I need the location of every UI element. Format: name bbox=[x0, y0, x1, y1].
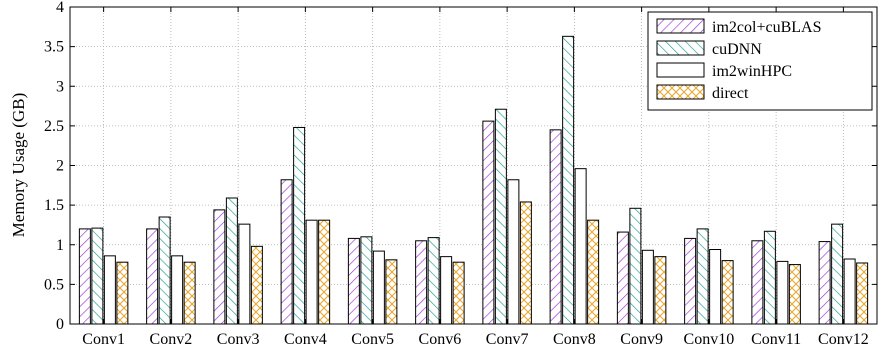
bar-im2col-cublas-conv10 bbox=[684, 237, 697, 325]
bar-cudnn-conv12 bbox=[831, 223, 844, 325]
bar-im2winhpc-conv4 bbox=[305, 219, 318, 325]
bar-im2col-cublas-conv4 bbox=[280, 179, 293, 325]
bar-im2winhpc-conv10 bbox=[709, 249, 722, 325]
x-tick-label: Conv1 bbox=[82, 331, 125, 348]
y-tick-label: 2.5 bbox=[44, 118, 64, 135]
bar-direct-conv1 bbox=[116, 261, 129, 325]
bar-im2col-cublas-conv8 bbox=[549, 129, 562, 325]
legend-swatch bbox=[656, 40, 705, 56]
bar-im2winhpc-conv12 bbox=[843, 258, 856, 325]
bar-direct-conv10 bbox=[721, 260, 734, 325]
x-tick-label: Conv2 bbox=[150, 331, 193, 348]
bar-im2winhpc-conv5 bbox=[372, 250, 385, 325]
legend-label: im2col+cuBLAS bbox=[712, 19, 821, 36]
bar-im2col-cublas-conv7 bbox=[482, 120, 495, 325]
bar-direct-conv6 bbox=[452, 261, 465, 325]
bar-im2col-cublas-conv2 bbox=[146, 228, 159, 325]
legend-swatch bbox=[656, 62, 705, 78]
bar-direct-conv3 bbox=[250, 245, 263, 325]
legend-swatch bbox=[656, 84, 705, 100]
x-tick-label: Conv10 bbox=[684, 331, 735, 348]
bar-cudnn-conv2 bbox=[158, 216, 171, 325]
bar-cudnn-conv8 bbox=[562, 35, 575, 325]
bar-im2winhpc-conv11 bbox=[776, 260, 789, 325]
x-tick-label: Conv11 bbox=[751, 331, 801, 348]
bar-im2winhpc-conv8 bbox=[574, 168, 587, 325]
bar-cudnn-conv9 bbox=[629, 207, 642, 325]
bar-im2winhpc-conv3 bbox=[238, 223, 251, 325]
bar-direct-conv8 bbox=[587, 219, 600, 325]
y-tick-label: 4 bbox=[56, 0, 64, 16]
x-tick-label: Conv3 bbox=[217, 331, 260, 348]
y-axis-ticks: 0 0.5 1 1.5 2 2.5 3 3.5 4 bbox=[44, 0, 877, 333]
bar-im2col-cublas-conv11 bbox=[751, 240, 764, 325]
bar-direct-conv5 bbox=[385, 259, 398, 325]
x-tick-label: Conv4 bbox=[284, 331, 327, 348]
bar-cudnn-conv1 bbox=[91, 227, 104, 325]
x-tick-label: Conv9 bbox=[620, 331, 663, 348]
bar-cudnn-conv5 bbox=[360, 236, 373, 325]
x-tick-label: Conv6 bbox=[419, 331, 462, 348]
bar-cudnn-conv4 bbox=[293, 126, 306, 325]
legend-label: cuDNN bbox=[712, 41, 762, 58]
y-tick-label: 3.5 bbox=[44, 39, 64, 56]
bar-direct-conv12 bbox=[856, 262, 869, 325]
bar-im2col-cublas-conv6 bbox=[415, 240, 428, 325]
bar-cudnn-conv7 bbox=[494, 108, 507, 325]
x-tick-label: Conv12 bbox=[818, 331, 869, 348]
bar-cudnn-conv11 bbox=[763, 230, 776, 325]
bar-im2winhpc-conv7 bbox=[507, 179, 520, 325]
bar-direct-conv11 bbox=[788, 264, 801, 325]
legend: im2col+cuBLAS cuDNN im2winHPC direct bbox=[647, 11, 873, 111]
y-tick-label: 1 bbox=[56, 237, 64, 254]
bar-im2winhpc-conv6 bbox=[440, 256, 453, 325]
bar-direct-conv4 bbox=[318, 219, 331, 325]
bar-im2col-cublas-conv3 bbox=[213, 209, 226, 325]
legend-label: im2winHPC bbox=[712, 63, 792, 80]
y-tick-label: 0 bbox=[56, 316, 64, 333]
bar-im2winhpc-conv1 bbox=[103, 255, 116, 325]
bar-direct-conv9 bbox=[654, 256, 667, 325]
y-tick-label: 0.5 bbox=[44, 276, 64, 293]
bar-im2col-cublas-conv5 bbox=[347, 237, 360, 325]
bar-cudnn-conv3 bbox=[225, 197, 238, 325]
bar-im2col-cublas-conv12 bbox=[818, 241, 831, 325]
bar-im2winhpc-conv2 bbox=[171, 255, 184, 325]
legend-swatch bbox=[656, 18, 705, 34]
x-tick-label: Conv5 bbox=[351, 331, 394, 348]
y-tick-label: 2 bbox=[56, 158, 64, 175]
x-tick-label: Conv8 bbox=[553, 331, 596, 348]
y-tick-label: 1.5 bbox=[44, 197, 64, 214]
bar-direct-conv7 bbox=[519, 201, 532, 325]
y-axis-title: Memory Usage (GB) bbox=[9, 93, 28, 237]
bar-im2winhpc-conv9 bbox=[641, 249, 654, 325]
legend-label: direct bbox=[712, 85, 749, 102]
x-tick-label: Conv7 bbox=[486, 331, 529, 348]
bar-direct-conv2 bbox=[183, 261, 196, 325]
x-axis-ticks: Conv1 Conv2 Conv3 Conv4 Conv5 Conv6 Conv7 Conv8… bbox=[82, 7, 869, 348]
bar-cudnn-conv6 bbox=[427, 237, 440, 325]
bar-cudnn-conv10 bbox=[696, 228, 709, 325]
y-tick-label: 3 bbox=[56, 78, 64, 95]
bar-im2col-cublas-conv9 bbox=[616, 231, 629, 325]
bar-im2col-cublas-conv1 bbox=[78, 228, 91, 325]
